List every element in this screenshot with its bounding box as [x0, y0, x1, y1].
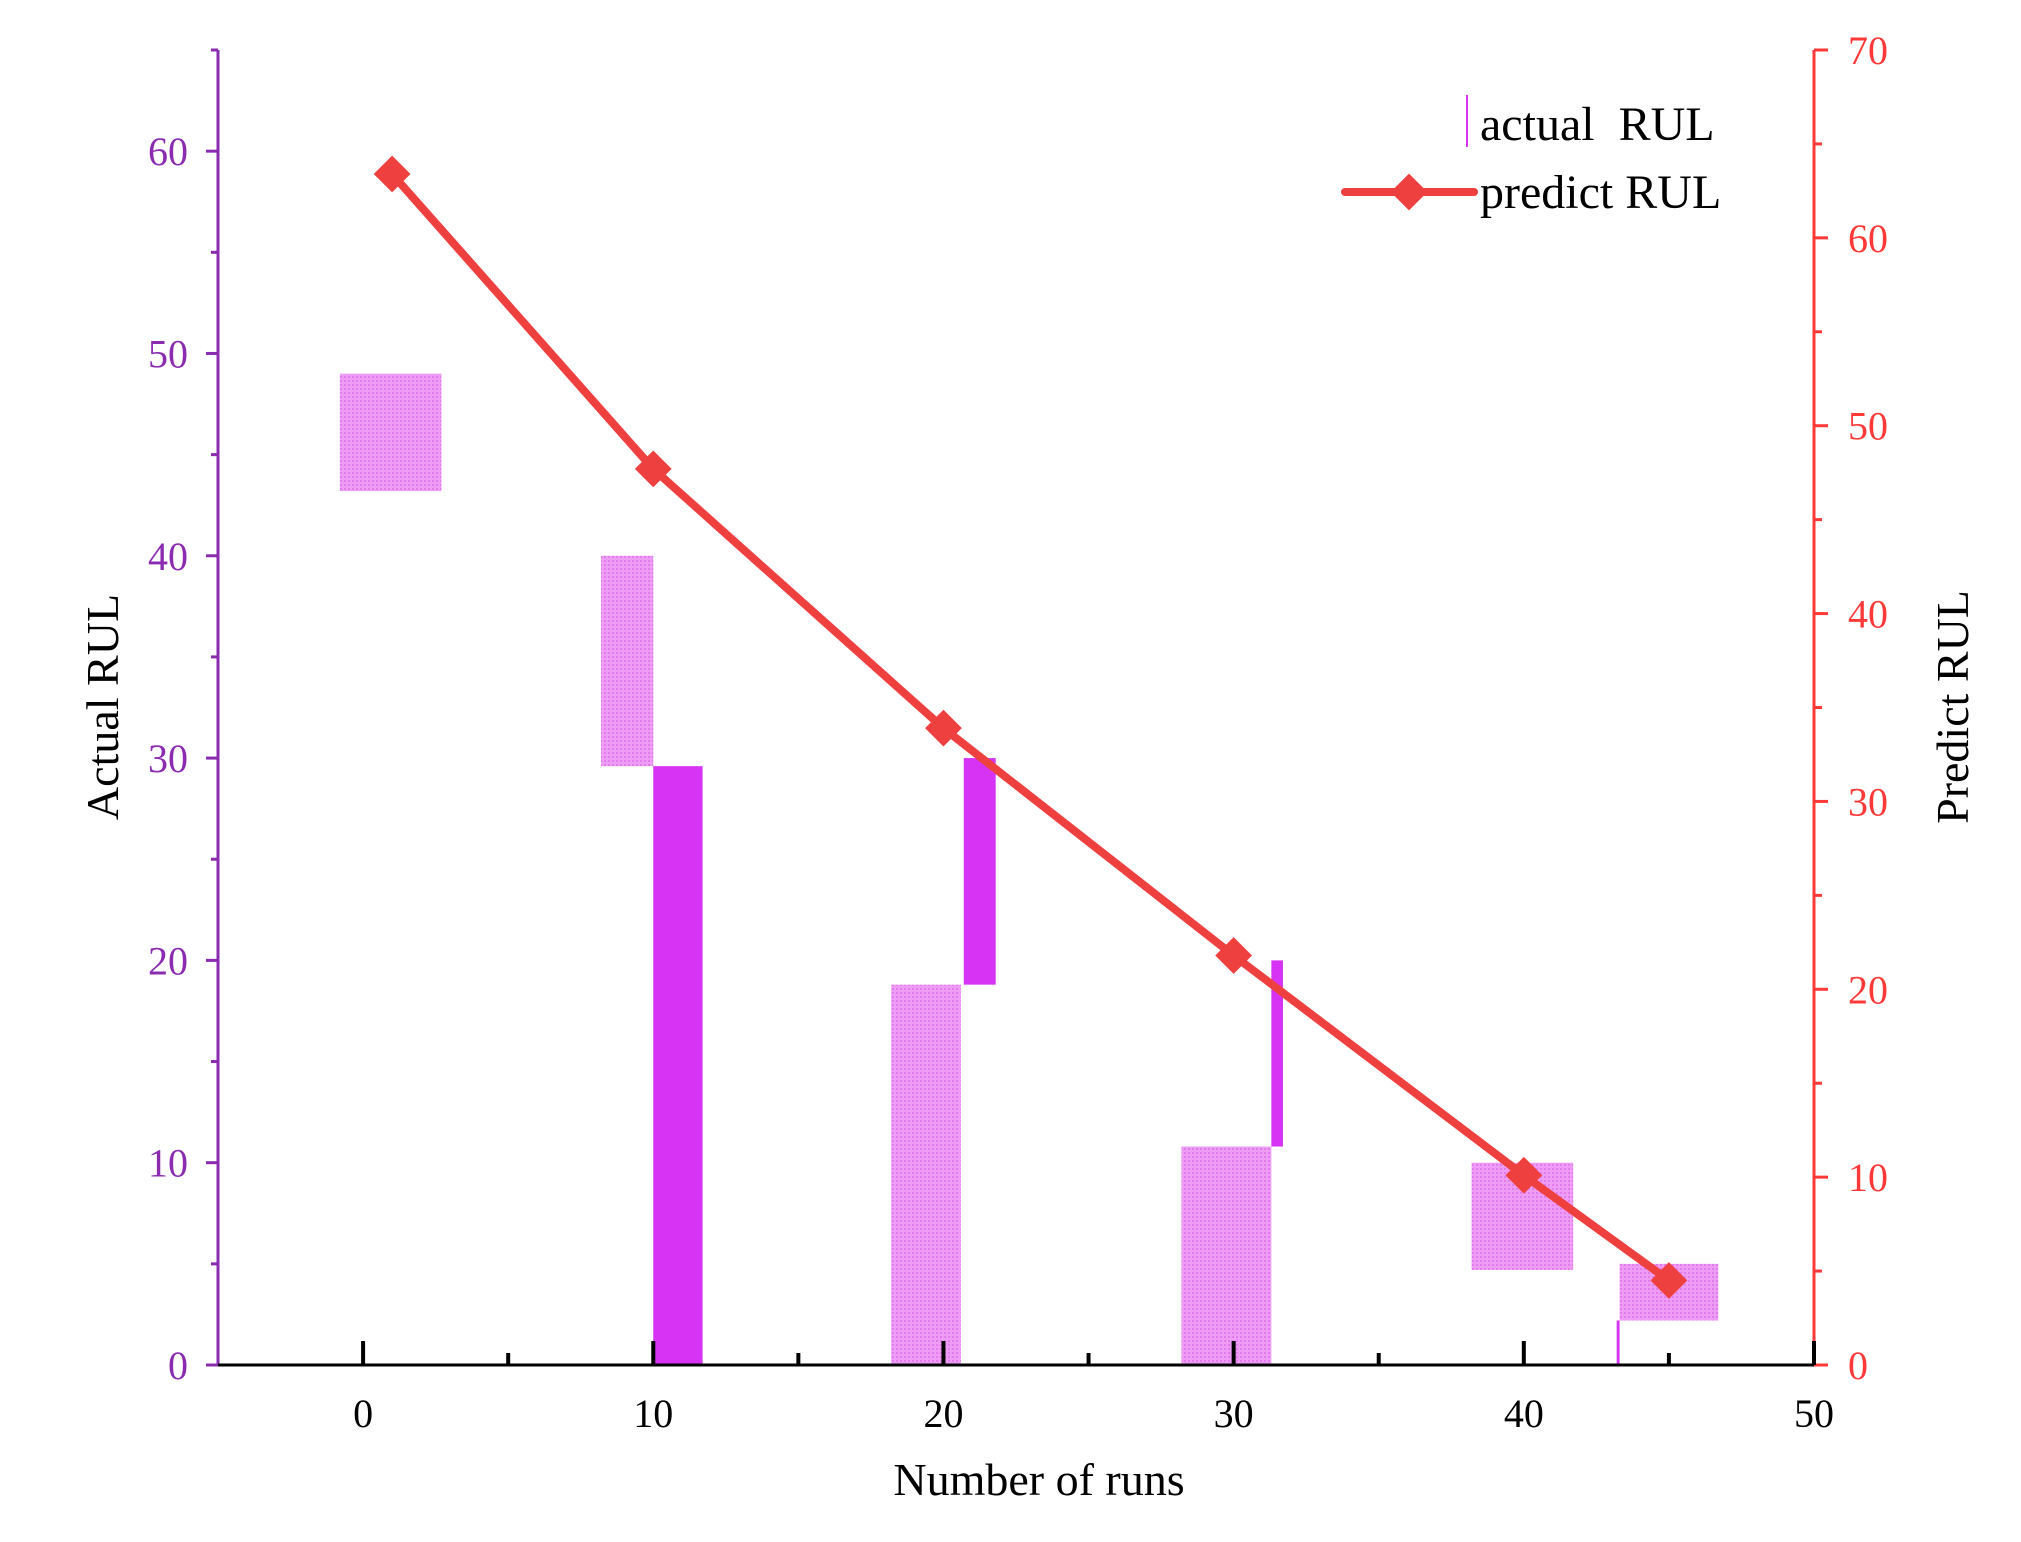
actual-rul-bar [653, 766, 703, 1365]
left-axis-tick-label: 60 [148, 129, 188, 174]
right-axis-tick-label: 30 [1848, 779, 1888, 824]
left-axis-tick-label: 0 [168, 1343, 188, 1388]
predict-rul-point [925, 709, 962, 747]
right-axis-tick-label: 10 [1848, 1155, 1888, 1200]
legend-label-predict: predict RUL [1480, 166, 1721, 219]
actual-rul-bar [601, 555, 654, 767]
x-axis-tick-label: 10 [633, 1391, 673, 1436]
left-axis-tick-label: 40 [148, 534, 188, 579]
left-axis-tick-label: 10 [148, 1141, 188, 1186]
x-axis-tick-label: 20 [923, 1391, 963, 1436]
legend-bar-swatch [1466, 95, 1468, 147]
x-axis-tick-label: 50 [1794, 1391, 1834, 1436]
right-axis-tick-label: 70 [1848, 28, 1888, 73]
x-axis-tick-label: 40 [1504, 1391, 1544, 1436]
plot-area: 0 10 20 30 40 50 60 0 10 20 30 40 50 60 70 0 10 20 30 40 50 [148, 28, 1888, 1436]
left-axis-title: Actual RUL [77, 594, 128, 820]
legend-label-actual: actual RUL [1480, 98, 1715, 151]
predict-rul-point [1505, 1156, 1543, 1194]
actual-rul-bar [339, 373, 442, 492]
x-axis-title: Number of runs [893, 1454, 1184, 1505]
right-axis-tick-label: 50 [1848, 404, 1888, 449]
left-axis-tick-label: 30 [148, 736, 188, 781]
right-axis-tick-label: 40 [1848, 592, 1888, 637]
x-axis-tick-label: 30 [1214, 1391, 1254, 1436]
actual-rul-bar [1616, 1320, 1620, 1365]
predict-rul-point [634, 450, 672, 488]
predict-rul-point [1215, 937, 1253, 974]
actual-rul-bar [963, 758, 996, 985]
actual-rul-bar [1271, 960, 1283, 1147]
left-axis-tick-label: 50 [148, 331, 188, 376]
predict-rul-line [388, 169, 1673, 1285]
actual-rul-bar [891, 984, 961, 1365]
left-axis-tick-label: 20 [148, 938, 188, 983]
right-axis-title: Predict RUL [1927, 590, 1978, 824]
legend: actual RUL predict RUL [1341, 95, 1721, 219]
right-axis-tick-label: 20 [1848, 967, 1888, 1012]
x-axis-tick-label: 0 [353, 1391, 373, 1436]
predict-rul-point [1650, 1262, 1688, 1299]
right-axis-tick-label: 60 [1848, 216, 1888, 261]
right-axis-tick-label: 0 [1848, 1343, 1868, 1388]
actual-rul-bar [1181, 1146, 1272, 1365]
legend-line-marker [1390, 173, 1428, 211]
predict-rul-point [373, 155, 411, 193]
